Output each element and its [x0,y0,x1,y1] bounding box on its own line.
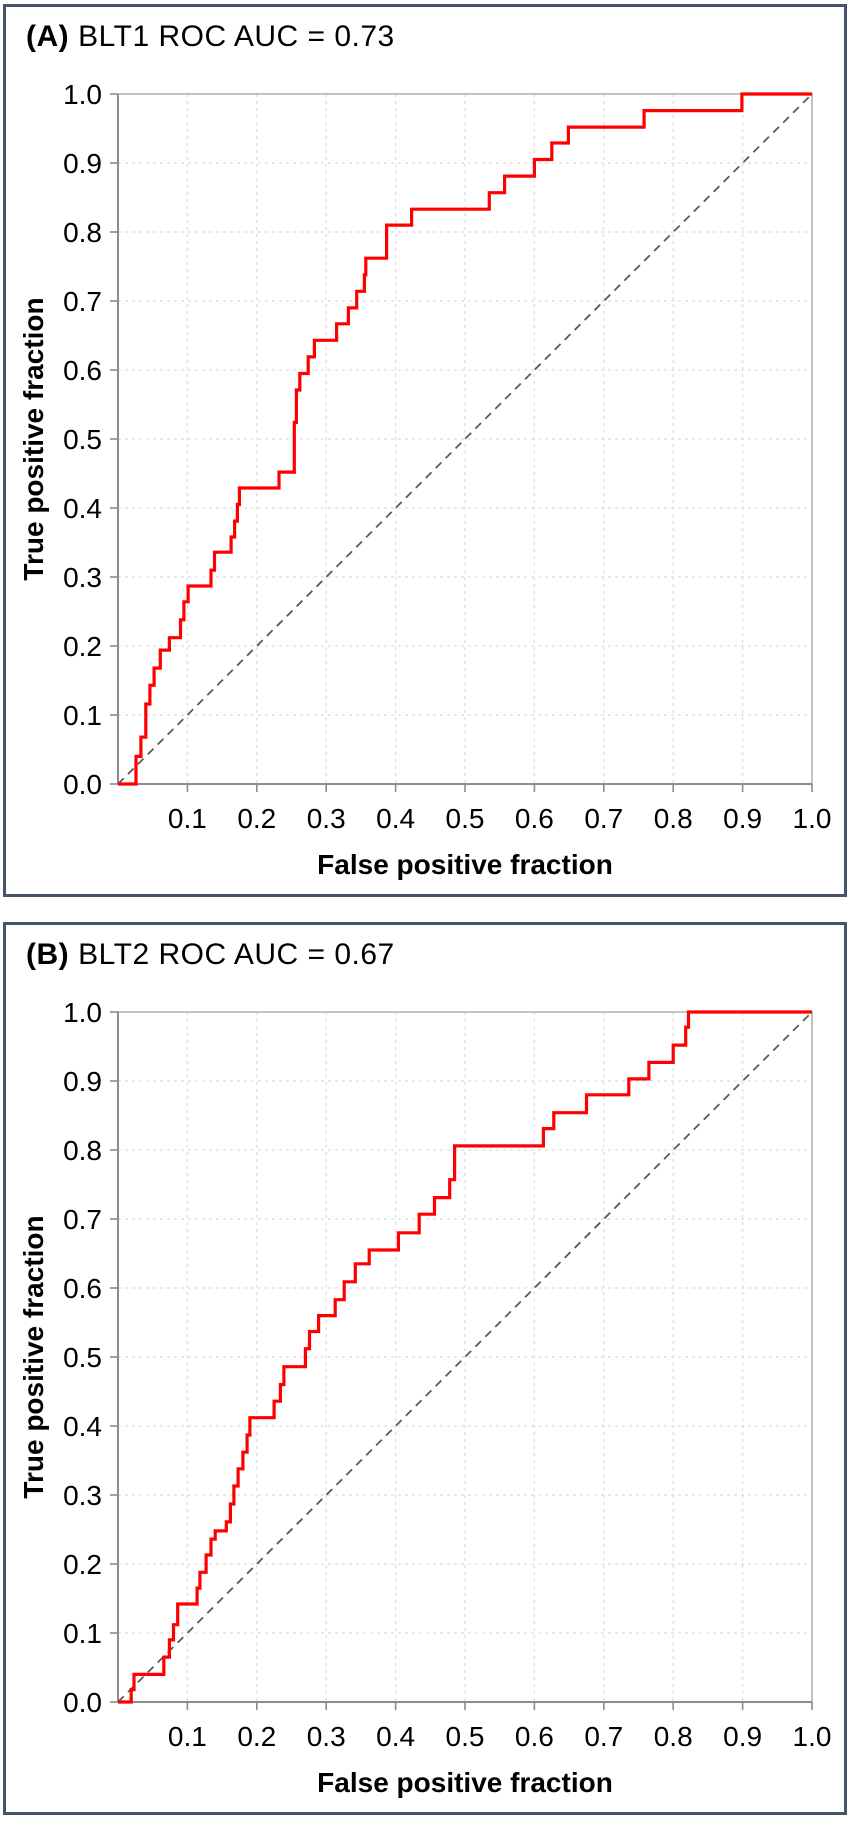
x-tick-label: 0.5 [446,803,485,834]
y-tick-label: 0.7 [63,1204,102,1235]
x-tick-label: 0.5 [446,1721,485,1752]
x-axis-title-a: False positive fraction [317,849,613,880]
chart-title-text-a: BLT1 ROC AUC = 0.73 [78,20,395,53]
y-tick-label: 0.7 [63,286,102,317]
x-tick-label: 0.3 [307,1721,346,1752]
panel-b: 0.1 0.2 0.3 0.4 0.5 0.6 0.7 0.8 0.9 1.0 0.0 0.1 0.2 0… [3,922,847,1815]
y-tick-label: 0.1 [63,700,102,731]
x-axis-title-b: False positive fraction [317,1767,613,1798]
plot-area-a: 0.1 0.2 0.3 0.4 0.5 0.6 0.7 0.8 0.9 1.0 0.0 0.1 0.2 0… [63,79,831,834]
plot-area-b: 0.1 0.2 0.3 0.4 0.5 0.6 0.7 0.8 0.9 1.0 0.0 0.1 0.2 0… [63,997,831,1752]
x-tick-label: 0.2 [237,1721,276,1752]
chart-title-text-b: BLT2 ROC AUC = 0.67 [78,938,395,971]
chart-title-b: (B) BLT2 ROC AUC = 0.67 [26,938,395,972]
roc-chart-b: 0.1 0.2 0.3 0.4 0.5 0.6 0.7 0.8 0.9 1.0 0.0 0.1 0.2 0… [63,997,831,1752]
y-tick-label: 1.0 [63,79,102,110]
x-tick-label: 0.8 [654,803,693,834]
x-tick-label: 0.9 [723,1721,762,1752]
y-tick-label: 0.6 [63,1273,102,1304]
chance-diagonal [117,93,813,785]
x-tick-label: 0.3 [307,803,346,834]
y-tick-label: 0.0 [63,1687,102,1718]
panel-label-b: (B) [26,938,70,971]
x-tick-label: 0.2 [237,803,276,834]
y-tick-label: 0.5 [63,424,102,455]
roc-curve [118,1010,812,1704]
x-tick-label: 0.6 [515,803,554,834]
y-tick-label: 0.5 [63,1342,102,1373]
y-axis-title-b: True positive fraction [18,1215,49,1499]
y-tick-label: 0.0 [63,769,102,800]
y-tick-label: 0.4 [63,493,102,524]
y-tick-label: 0.9 [63,148,102,179]
panel-a: 0.1 0.2 0.3 0.4 0.5 0.6 0.7 0.8 0.9 1.0 0.0 0.1 0.2 0… [3,4,847,897]
y-tick-label: 0.2 [63,631,102,662]
x-tick-label: 0.6 [515,1721,554,1752]
x-tick-label: 0.1 [168,803,207,834]
x-tick-label: 0.9 [723,803,762,834]
x-tick-label: 1.0 [793,803,832,834]
x-tick-label: 0.1 [168,1721,207,1752]
y-axis-title-a: True positive fraction [18,297,49,581]
y-tick-label: 0.4 [63,1411,102,1442]
x-tick-label: 1.0 [793,1721,832,1752]
panel-label-a: (A) [26,20,70,53]
x-tick-label: 0.4 [376,1721,415,1752]
y-tick-label: 0.2 [63,1549,102,1580]
chart-title-a: (A) BLT1 ROC AUC = 0.73 [26,20,395,54]
y-tick-label: 0.9 [63,1066,102,1097]
x-tick-label: 0.7 [584,803,623,834]
y-tick-label: 0.6 [63,355,102,386]
y-tick-label: 1.0 [63,997,102,1028]
roc-curve [118,92,812,786]
x-tick-label: 0.4 [376,803,415,834]
y-tick-label: 0.3 [63,562,102,593]
chance-diagonal [117,1011,813,1703]
x-tick-label: 0.8 [654,1721,693,1752]
y-tick-label: 0.8 [63,217,102,248]
roc-chart-a: 0.1 0.2 0.3 0.4 0.5 0.6 0.7 0.8 0.9 1.0 0.0 0.1 0.2 0… [63,79,831,834]
y-tick-label: 0.8 [63,1135,102,1166]
y-tick-label: 0.3 [63,1480,102,1511]
y-tick-label: 0.1 [63,1618,102,1649]
x-tick-label: 0.7 [584,1721,623,1752]
